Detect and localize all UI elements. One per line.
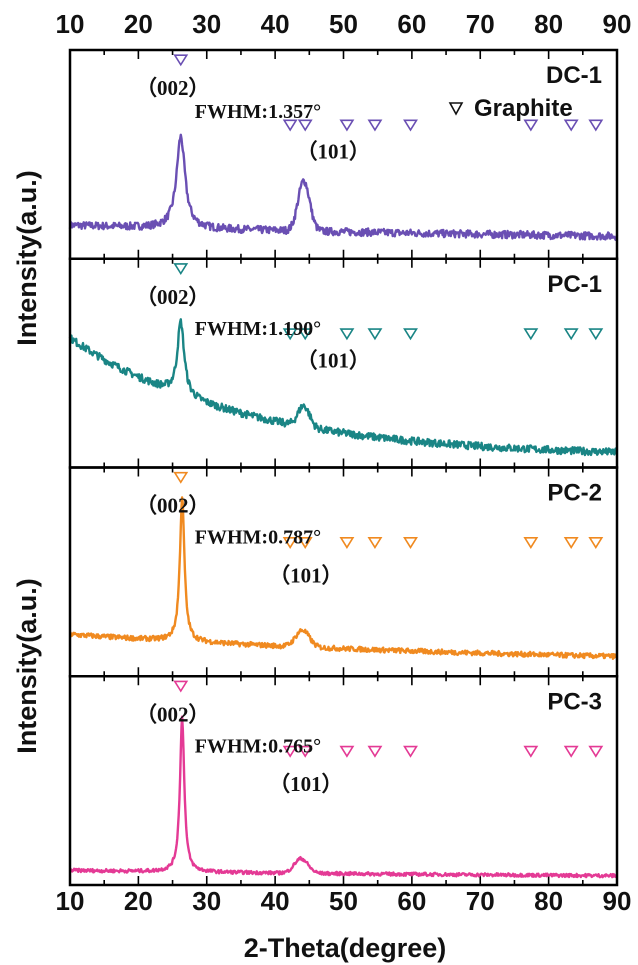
- sample-label: PC-3: [547, 688, 602, 715]
- spectrum-curve-pc-1: [68, 318, 618, 457]
- top-tick-label: 50: [329, 9, 358, 39]
- graphite-marker: [403, 745, 418, 758]
- top-tick-label: 20: [124, 9, 153, 39]
- top-tick-label: 90: [603, 9, 632, 39]
- legend-graphite-symbol: [448, 102, 464, 116]
- graphite-marker: [297, 537, 313, 549]
- spectrum-curve-dc-1: [68, 133, 619, 241]
- panel-pc-3: PC-3 （002） FWHM:0.765° （101）: [68, 675, 619, 887]
- graphite-marker: [588, 537, 604, 549]
- top-tick-label: 60: [397, 9, 426, 39]
- panel-pc-2: PC-2 （002） FWHM:0.787° （101）: [68, 466, 619, 678]
- graphite-marker: [282, 745, 298, 758]
- graphite-marker: [339, 745, 355, 758]
- graphite-marker: [523, 537, 539, 549]
- graphite-marker: [297, 328, 313, 341]
- fwhm-label: FWHM:1.357°: [195, 101, 321, 123]
- graphite-marker: [339, 119, 355, 132]
- top-tick-label: 10: [56, 9, 85, 39]
- peak-label-101: （101）: [296, 140, 370, 164]
- graphite-marker: [367, 745, 383, 758]
- peak-label-002: （002）: [136, 76, 210, 100]
- sample-label: PC-2: [547, 480, 602, 507]
- bottom-tick-label: 60: [397, 886, 426, 916]
- graphite-marker: [523, 328, 539, 341]
- peak-label-002: （002）: [136, 702, 210, 726]
- graphite-marker: [588, 328, 604, 341]
- graphite-marker: [523, 745, 539, 758]
- bottom-tick-label: 40: [261, 886, 290, 916]
- graphite-marker: [367, 119, 383, 132]
- bottom-tick-label: 30: [192, 886, 221, 916]
- graphite-marker: [403, 119, 418, 132]
- bottom-tick-label: 10: [56, 886, 85, 916]
- sample-label: PC-1: [547, 271, 602, 298]
- peak-label-101: （101）: [269, 563, 343, 587]
- top-x-tick-labels: 10 20 30 40 50 60 70 80 90: [56, 9, 632, 39]
- spectrum-curve-pc-3: [68, 715, 618, 879]
- fwhm-label: FWHM:0.787°: [195, 527, 321, 549]
- graphite-marker: [403, 537, 418, 549]
- graphite-marker: [563, 328, 579, 341]
- y-axis-label-upper: Intensity(a.u.): [12, 170, 42, 346]
- y-axis-label-lower: Intensity(a.u.): [12, 578, 42, 754]
- panel-frame: [68, 675, 619, 887]
- top-tick-label: 80: [534, 9, 563, 39]
- peak-label-002: （002）: [136, 285, 210, 309]
- peak-label-101: （101）: [296, 348, 370, 372]
- x-axis-label: 2-Theta(degree): [244, 933, 447, 963]
- graphite-marker: [297, 745, 313, 758]
- graphite-marker: [367, 537, 383, 549]
- panels: DC-1（002）FWHM:1.357°（101）GraphitePC-1（00…: [68, 48, 619, 887]
- graphite-marker: [339, 328, 355, 341]
- peak-label-101: （101）: [269, 772, 343, 796]
- graphite-marker: [173, 263, 189, 276]
- graphite-marker: [403, 328, 418, 341]
- top-tick-label: 40: [261, 9, 290, 39]
- bottom-tick-label: 70: [466, 886, 495, 916]
- graphite-marker: [367, 328, 383, 341]
- fwhm-label: FWHM:0.765°: [195, 735, 321, 757]
- spectrum-curve-pc-2: [69, 496, 618, 660]
- graphite-marker: [588, 119, 604, 132]
- graphite-marker: [173, 54, 189, 67]
- bottom-tick-label: 90: [603, 886, 632, 916]
- graphite-marker: [563, 745, 579, 758]
- graphite-marker: [282, 537, 298, 549]
- graphite-marker: [339, 537, 355, 549]
- peak-label-002: （002）: [136, 494, 210, 518]
- bottom-tick-label: 20: [124, 886, 153, 916]
- graphite-marker: [563, 119, 579, 132]
- bottom-x-tick-labels: 10 20 30 40 50 60 70 80 90: [56, 886, 632, 916]
- graphite-marker: [588, 745, 604, 758]
- legend-graphite-label: Graphite: [474, 95, 573, 122]
- graphite-marker: [282, 119, 298, 132]
- top-tick-label: 70: [466, 9, 495, 39]
- bottom-tick-label: 80: [534, 886, 563, 916]
- top-tick-label: 30: [192, 9, 221, 39]
- bottom-tick-label: 50: [329, 886, 358, 916]
- panel-dc-1: DC-1 （002）FWHM:1.357° （101） Graphite: [68, 48, 619, 260]
- graphite-marker: [563, 537, 579, 549]
- sample-label: DC-1: [546, 62, 602, 89]
- graphite-marker: [297, 119, 313, 132]
- graphite-marker: [173, 680, 189, 693]
- graphite-marker: [282, 328, 298, 341]
- panel-pc-1: PC-1 （002） FWHM:1.190° （101）: [68, 257, 619, 469]
- graphite-marker: [173, 471, 189, 484]
- fwhm-label: FWHM:1.190°: [195, 318, 321, 340]
- graphite-marker: [523, 119, 539, 132]
